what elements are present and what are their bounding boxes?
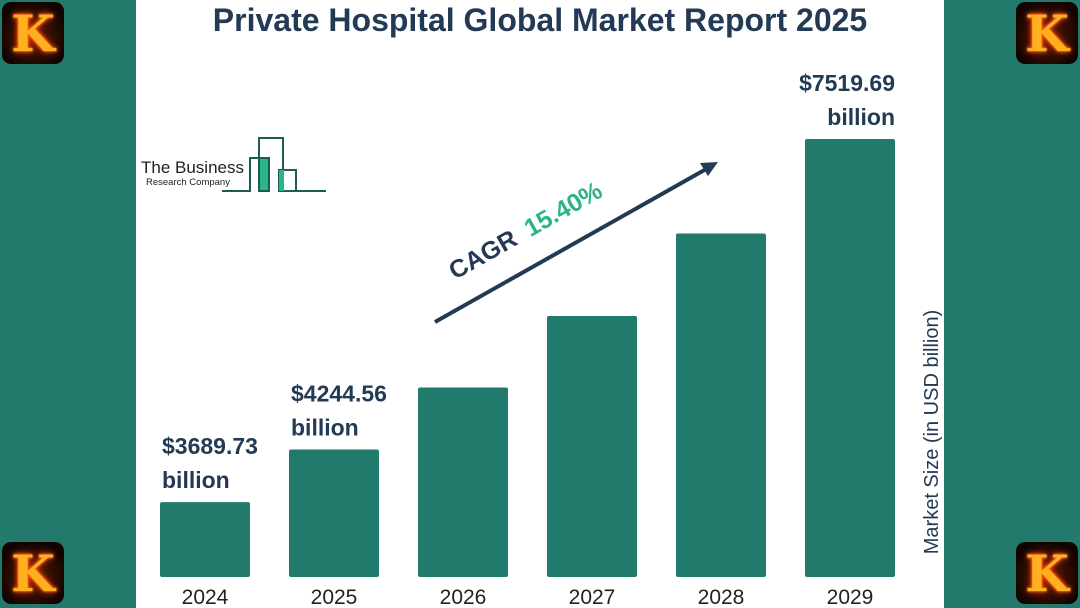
chart-title: Private Hospital Global Market Report 20… [212,2,868,38]
bar-2029 [805,139,895,577]
k-letter: K [1025,543,1069,603]
data-label-unit: billion [162,467,230,493]
bar-2028 [676,233,766,577]
k-logo-icon: K [1016,2,1078,64]
y-axis-label: Market Size (in USD billion) [921,310,943,555]
data-label-value: $7519.69 [799,70,895,96]
cagr-label: CAGR [444,225,522,286]
x-tick-label: 2026 [440,586,487,608]
cagr-arrowhead-icon [700,162,718,176]
k-logo-icon: K [2,542,64,604]
x-tick-label: 2025 [311,586,358,608]
k-logo-icon: K [2,2,64,64]
bar-2027 [547,316,637,577]
data-label-unit: billion [827,104,895,130]
bar-2026 [418,387,508,577]
x-tick-label: 2028 [698,586,745,608]
data-label-value: $4244.56 [291,381,387,407]
logo-text-main: The Business [141,158,244,177]
cagr-annotation: CAGR 15.40% [434,162,718,324]
data-label-value: $3689.73 [162,433,258,459]
bar-2024 [160,502,250,577]
k-logo-icon: K [1016,542,1078,604]
k-letter: K [1025,3,1069,63]
k-letter: K [11,3,55,63]
business-logo-icon [222,137,326,192]
k-letter: K [11,543,55,603]
bar-2025 [289,449,379,577]
cagr-arrow-line [434,166,709,324]
x-tick-label: 2029 [827,586,874,608]
data-label-unit: billion [291,415,359,441]
x-tick-label: 2027 [569,586,616,608]
x-tick-label: 2024 [182,586,229,608]
logo-text-sub: Research Company [146,177,230,188]
